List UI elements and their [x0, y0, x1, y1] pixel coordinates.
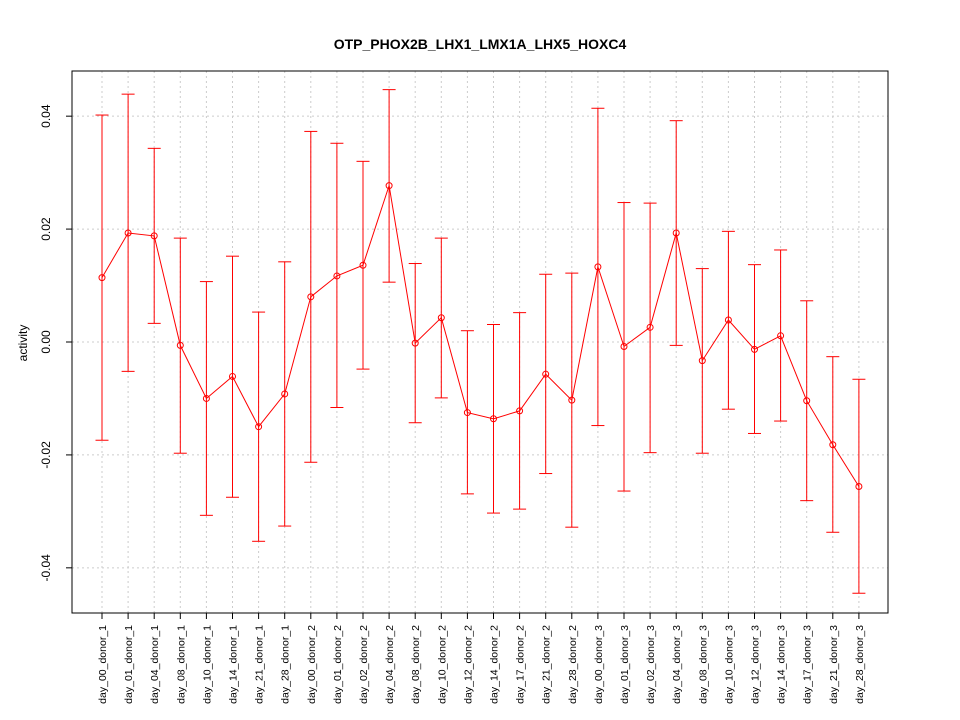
x-tick-label: day_12_donor_3 [750, 625, 762, 704]
x-tick-label: day_14_donor_1 [228, 625, 240, 704]
data-point [281, 390, 289, 398]
x-tick-label: day_10_donor_3 [723, 625, 735, 704]
x-tick-label: day_17_donor_3 [802, 625, 814, 704]
x-tick-label: day_01_donor_3 [619, 625, 631, 704]
data-point [359, 261, 367, 269]
x-tick-label: day_04_donor_2 [384, 625, 396, 704]
x-tick-label: day_01_donor_1 [123, 625, 135, 704]
series-line-group [101, 185, 860, 487]
y-tick-label: -0.04 [39, 554, 53, 582]
data-point [672, 229, 680, 237]
x-tick-label: day_00_donor_1 [97, 625, 109, 704]
data-point [620, 343, 628, 351]
x-tick-label: day_28_donor_2 [567, 625, 579, 704]
data-point [490, 415, 497, 423]
x-tick-label: day_01_donor_2 [332, 625, 344, 704]
y-axis-ticks: -0.04 -0.02 0.00 0.02 0.04 [39, 104, 72, 582]
grid-lines [72, 71, 888, 613]
data-point [803, 397, 811, 405]
x-tick-label: day_17_donor_2 [515, 625, 527, 704]
x-tick-label: day_28_donor_1 [280, 625, 292, 704]
data-point [229, 372, 236, 380]
x-tick-label: day_10_donor_2 [436, 625, 448, 704]
data-point [751, 345, 758, 353]
y-tick-label: 0.04 [39, 104, 53, 128]
data-point [542, 370, 550, 378]
x-tick-label: day_14_donor_2 [489, 625, 501, 704]
y-tick-label: 0.02 [39, 217, 53, 241]
x-tick-label: day_08_donor_1 [175, 625, 187, 704]
data-point [176, 341, 184, 349]
data-points [98, 182, 863, 491]
error-bars [95, 89, 866, 594]
y-axis-label: activity [16, 325, 30, 362]
data-point [777, 332, 785, 340]
data-point [724, 316, 732, 324]
data-point [568, 396, 576, 404]
x-tick-label: day_04_donor_3 [671, 625, 683, 704]
x-tick-label: day_00_donor_2 [306, 625, 318, 704]
data-point [594, 263, 602, 271]
data-point [411, 339, 419, 347]
data-point [124, 229, 132, 237]
x-tick-label: day_21_donor_1 [254, 625, 266, 704]
data-point [333, 272, 341, 280]
data-point [855, 483, 863, 491]
data-point [829, 441, 837, 449]
x-tick-label: day_21_donor_3 [828, 625, 840, 704]
data-point [150, 232, 158, 240]
x-tick-label: day_28_donor_3 [854, 625, 866, 704]
data-point [646, 323, 654, 331]
x-tick-label: day_21_donor_2 [541, 625, 553, 704]
x-tick-label: day_04_donor_1 [149, 625, 161, 704]
series-line [101, 185, 860, 487]
data-point [202, 394, 210, 402]
data-point [516, 407, 524, 415]
axes [71, 70, 889, 614]
x-tick-label: day_08_donor_3 [697, 625, 709, 704]
data-point [698, 357, 706, 365]
x-tick-label: day_14_donor_3 [776, 625, 788, 704]
x-axis-ticks: day_00_donor_1 day_01_donor_1 day_04_donor… [97, 613, 866, 704]
data-point [98, 274, 106, 282]
data-point [255, 423, 263, 431]
y-tick-label: 0.00 [39, 330, 53, 354]
data-point [437, 314, 445, 322]
data-point [307, 293, 315, 301]
x-tick-label: day_12_donor_2 [462, 625, 474, 704]
x-tick-label: day_08_donor_2 [410, 625, 422, 704]
data-point [463, 409, 471, 417]
x-tick-label: day_00_donor_3 [593, 625, 605, 704]
y-tick-label: -0.02 [39, 441, 53, 469]
x-tick-label: day_02_donor_3 [645, 625, 657, 704]
data-point [385, 182, 393, 190]
chart-title: OTP_PHOX2B_LHX1_LMX1A_LHX5_HOXC4 [334, 36, 627, 52]
x-tick-label: day_10_donor_1 [201, 625, 213, 704]
x-tick-label: day_02_donor_2 [358, 625, 370, 704]
plot-frame [71, 70, 889, 614]
